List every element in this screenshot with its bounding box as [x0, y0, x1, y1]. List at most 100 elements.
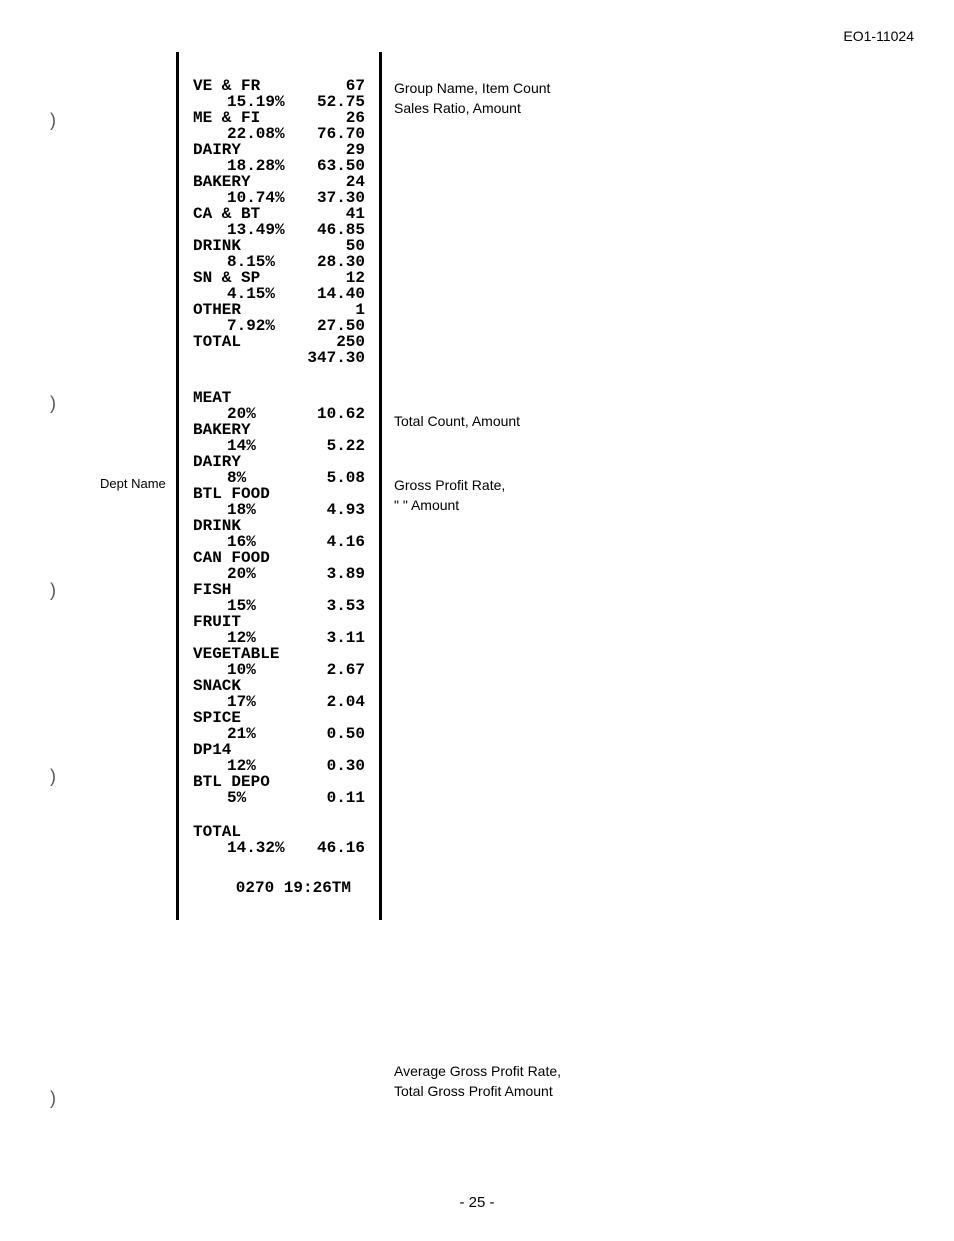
page-number: - 25 -: [0, 1194, 954, 1211]
report-row: CAN FOOD: [193, 550, 365, 566]
report-row: VEGETABLE: [193, 646, 365, 662]
punch-hole-mark: ): [50, 110, 56, 131]
report-row: SN & SP12: [193, 270, 365, 286]
row-right-value: 1: [295, 302, 365, 318]
row-right-value: 4.93: [295, 502, 365, 518]
report-row: DRINK: [193, 518, 365, 534]
row-right-value: 250: [295, 334, 365, 350]
row-left-value: BAKERY: [193, 422, 251, 438]
row-right-value: 24: [295, 174, 365, 190]
row-left-value: BTL FOOD: [193, 486, 270, 502]
row-left-value: SNACK: [193, 678, 241, 694]
punch-hole-mark: ): [50, 580, 56, 601]
report-row: SNACK: [193, 678, 365, 694]
row-right-value: 4.16: [295, 534, 365, 550]
row-left-value: BTL DEPO: [193, 774, 270, 790]
row-right-value: 3.89: [295, 566, 365, 582]
row-left-value: 20%: [193, 406, 256, 422]
annotation-label: Group Name, Item Count: [394, 80, 550, 96]
report-row: 8%5.08: [193, 470, 365, 486]
row-left-value: 8%: [193, 470, 246, 486]
report-row: 5% 0.11: [193, 790, 365, 806]
row-right-value: 347.30: [295, 350, 365, 366]
row-right-value: [295, 454, 365, 470]
row-right-value: 46.16: [295, 840, 365, 856]
row-right-value: [295, 824, 365, 840]
row-right-value: 27.50: [295, 318, 365, 334]
row-left-value: FISH: [193, 582, 231, 598]
row-right-value: 52.75: [295, 94, 365, 110]
row-right-value: 28.30: [295, 254, 365, 270]
row-left-value: TOTAL: [193, 334, 241, 350]
punch-hole-mark: ): [50, 393, 56, 414]
report-row: BTL DEPO: [193, 774, 365, 790]
row-right-value: [295, 614, 365, 630]
annotation-label: " " Amount: [394, 497, 459, 513]
row-right-value: 26: [295, 110, 365, 126]
row-left-value: FRUIT: [193, 614, 241, 630]
annotation-label: Gross Profit Rate,: [394, 477, 505, 493]
row-left-value: 21%: [193, 726, 256, 742]
row-left-value: DRINK: [193, 518, 241, 534]
row-right-value: 76.70: [295, 126, 365, 142]
report-row: 12%3.11: [193, 630, 365, 646]
report-row: BAKERY 24: [193, 174, 365, 190]
report-row: VE & FR67: [193, 78, 365, 94]
report-row: BTL FOOD: [193, 486, 365, 502]
report-row: OTHER 1: [193, 302, 365, 318]
row-right-value: 2.04: [295, 694, 365, 710]
row-left-value: 4.15%: [193, 286, 275, 302]
annotation-label: Total Gross Profit Amount: [394, 1083, 553, 1099]
row-right-value: 5.22: [295, 438, 365, 454]
report-row: 15.19%52.75: [193, 94, 365, 110]
row-left-value: VE & FR: [193, 78, 260, 94]
row-right-value: 46.85: [295, 222, 365, 238]
report-row: 22.08%76.70: [193, 126, 365, 142]
row-left-value: 5%: [193, 790, 246, 806]
row-right-value: 50: [295, 238, 365, 254]
row-right-value: 0.50: [295, 726, 365, 742]
row-right-value: 0.11: [295, 790, 365, 806]
row-left-value: BAKERY: [193, 174, 251, 190]
report-row: FRUIT: [193, 614, 365, 630]
report-row: 10%2.67: [193, 662, 365, 678]
report-row: 12% 0.30: [193, 758, 365, 774]
report-row: FISH: [193, 582, 365, 598]
document-id: EO1-11024: [843, 28, 914, 44]
report-row: 7.92%27.50: [193, 318, 365, 334]
row-left-value: CA & BT: [193, 206, 260, 222]
row-right-value: 0.30: [295, 758, 365, 774]
row-left-value: DAIRY: [193, 142, 241, 158]
row-left-value: 12%: [193, 758, 256, 774]
row-left-value: OTHER: [193, 302, 241, 318]
row-left-value: ME & FI: [193, 110, 260, 126]
row-right-value: 10.62: [295, 406, 365, 422]
row-left-value: MEAT: [193, 390, 231, 406]
row-left-value: VEGETABLE: [193, 646, 279, 662]
row-left-value: 16%: [193, 534, 256, 550]
report-timestamp: 0270 19:26TM: [193, 880, 365, 896]
row-right-value: 3.53: [295, 598, 365, 614]
report-row: 20% 10.62: [193, 406, 365, 422]
row-left-value: 10%: [193, 662, 256, 678]
row-left-value: DP14: [193, 742, 231, 758]
row-right-value: [295, 646, 365, 662]
punch-hole-mark: ): [50, 1088, 56, 1109]
report-row: 20%3.89: [193, 566, 365, 582]
row-left-value: SPICE: [193, 710, 241, 726]
row-right-value: [295, 422, 365, 438]
report-row: 10.74%37.30: [193, 190, 365, 206]
row-right-value: 12: [295, 270, 365, 286]
row-right-value: [295, 678, 365, 694]
row-left-value: 8.15%: [193, 254, 275, 270]
report-row: TOTAL: [193, 824, 365, 840]
report-row: ME & FI 26: [193, 110, 365, 126]
row-left-value: 18.28%: [193, 158, 285, 174]
report-row: 16% 4.16: [193, 534, 365, 550]
receipt-report: VE & FR6715.19%52.75ME & FI 2622.08%76.70…: [176, 52, 382, 920]
row-left-value: 15%: [193, 598, 256, 614]
report-row: SPICE: [193, 710, 365, 726]
row-right-value: [295, 390, 365, 406]
row-left-value: 12%: [193, 630, 256, 646]
report-row: 17%2.04: [193, 694, 365, 710]
